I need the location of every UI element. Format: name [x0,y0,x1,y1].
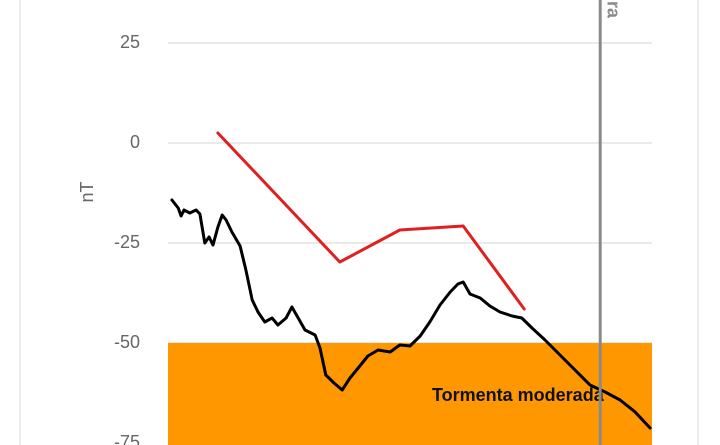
storm-band [168,343,652,445]
y-tick-label: -50 [114,332,140,352]
data-line [170,198,652,430]
data-line [216,131,526,311]
y-tick-label: 25 [120,32,140,52]
y-tick-label: -25 [114,232,140,252]
band-label: Tormenta moderada [432,385,605,405]
now-label: ra [603,1,623,19]
y-axis-label: nT [77,181,97,202]
y-tick-label: -75 [114,432,140,445]
y-tick-label: 0 [130,132,140,152]
